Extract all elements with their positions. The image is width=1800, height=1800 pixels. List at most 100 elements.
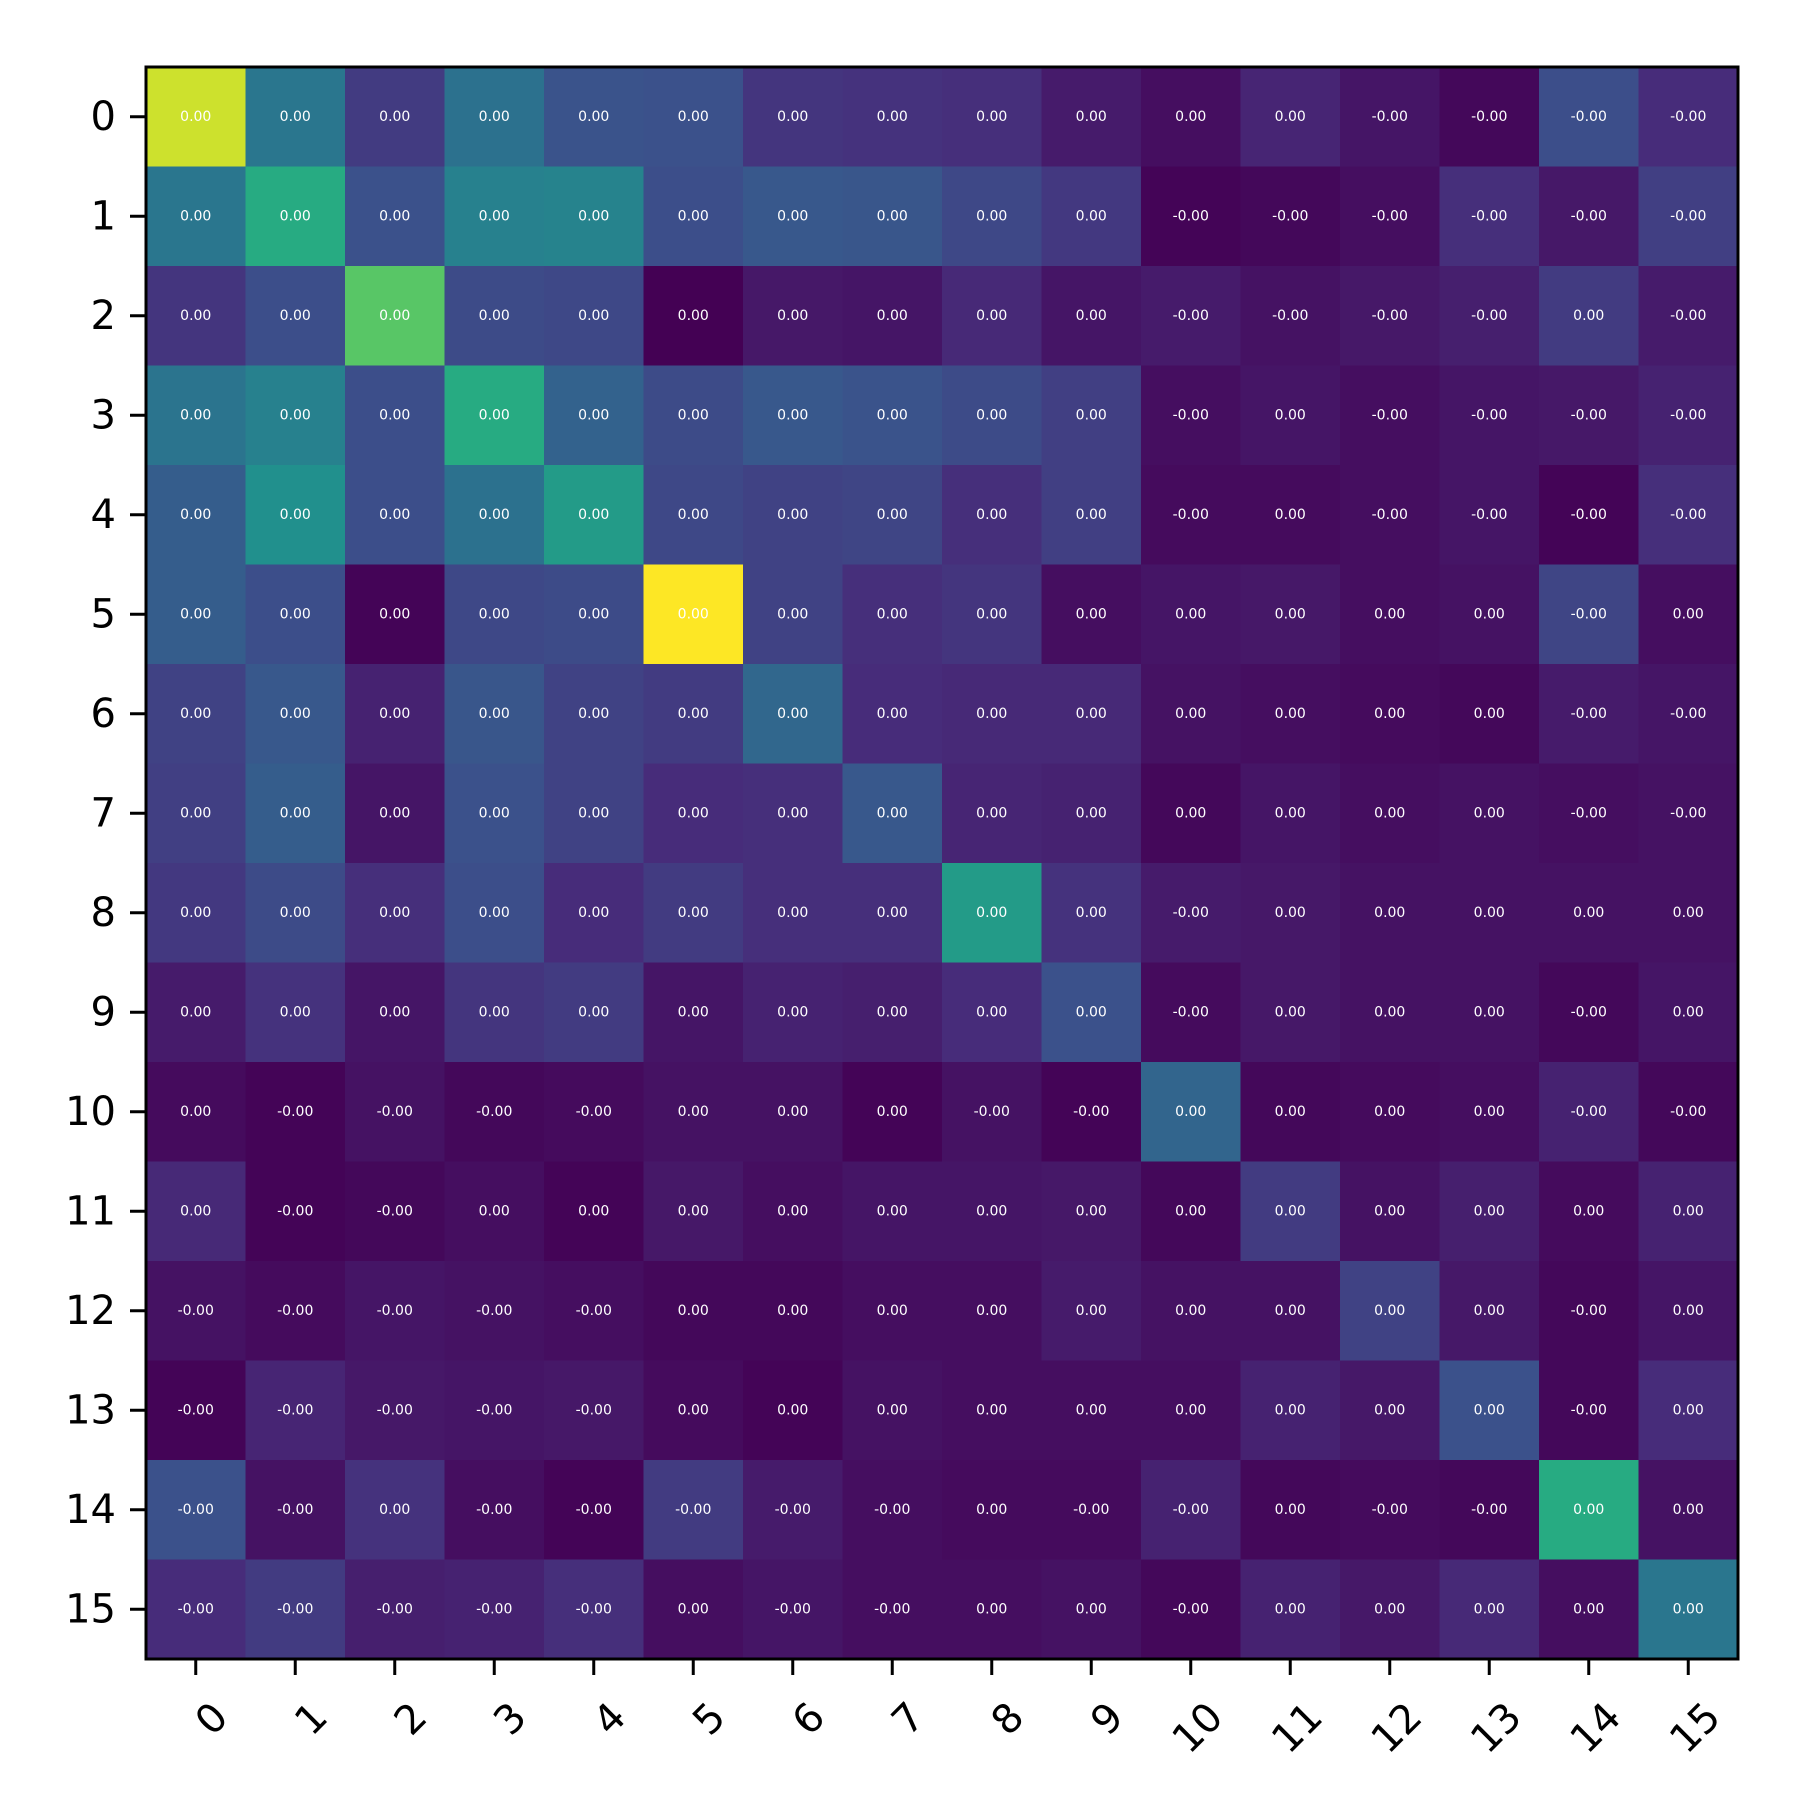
heatmap-cell-8-5	[643, 863, 744, 963]
cell-value-label-12-3: -0.00	[476, 1303, 512, 1319]
cell-value-label-5-15: 0.00	[1673, 606, 1704, 622]
cell-value-label-0-13: -0.00	[1471, 109, 1507, 125]
heatmap-cell-1-4	[544, 166, 644, 267]
heatmap-cell-12-2	[345, 1261, 445, 1361]
heatmap-cell-14-7	[842, 1460, 943, 1560]
cell-value-label-1-0: 0.00	[180, 208, 211, 224]
y-tick-label-3: 3	[91, 392, 116, 438]
cell-value-label-4-7: 0.00	[877, 507, 908, 523]
heatmap-cell-13-10	[1141, 1360, 1241, 1461]
heatmap-cell-1-14	[1539, 166, 1639, 267]
cell-value-label-13-5: 0.00	[678, 1402, 709, 1418]
cell-value-label-9-8: 0.00	[976, 1004, 1007, 1020]
cell-value-label-12-7: 0.00	[877, 1303, 908, 1319]
y-tick-label-11: 11	[65, 1188, 116, 1234]
cell-value-label-0-2: 0.00	[379, 109, 410, 125]
heatmap-cell-0-2	[345, 67, 445, 167]
heatmap-cell-9-12	[1340, 962, 1440, 1063]
cell-value-label-6-5: 0.00	[678, 706, 709, 722]
heatmap-cell-3-11	[1240, 365, 1341, 466]
cell-value-label-14-3: -0.00	[476, 1502, 512, 1518]
heatmap-cell-3-5	[643, 365, 744, 466]
heatmap-cell-8-9	[1041, 863, 1142, 963]
heatmap-cell-5-4	[544, 564, 644, 665]
cell-value-label-13-0: -0.00	[178, 1402, 214, 1418]
heatmap-cell-3-4	[544, 365, 644, 466]
cell-value-label-6-9: 0.00	[1076, 706, 1107, 722]
cell-value-label-10-13: 0.00	[1474, 1104, 1505, 1120]
heatmap-cell-1-11	[1240, 166, 1341, 267]
heatmap-cell-14-14	[1539, 1460, 1639, 1560]
cell-value-label-1-14: -0.00	[1571, 208, 1607, 224]
cell-value-label-11-8: 0.00	[976, 1203, 1007, 1219]
cell-value-label-14-8: 0.00	[976, 1502, 1007, 1518]
cell-value-label-9-15: 0.00	[1673, 1004, 1704, 1020]
cell-value-label-13-12: 0.00	[1374, 1402, 1405, 1418]
cell-value-label-3-7: 0.00	[877, 407, 908, 423]
cell-value-label-0-6: 0.00	[777, 109, 808, 125]
heatmap-cell-12-7	[842, 1261, 943, 1361]
heatmap-cell-5-2	[345, 564, 445, 665]
heatmap-cell-4-1	[245, 465, 346, 565]
cell-value-label-0-4: 0.00	[578, 109, 609, 125]
heatmap-cell-15-15	[1638, 1559, 1739, 1660]
heatmap-cell-8-8	[942, 863, 1042, 963]
y-tick-label-1: 1	[91, 193, 116, 239]
cell-value-label-1-13: -0.00	[1471, 208, 1507, 224]
heatmap-cell-9-6	[743, 962, 843, 1063]
cell-value-label-10-12: 0.00	[1374, 1104, 1405, 1120]
cell-value-label-7-12: 0.00	[1374, 805, 1405, 821]
heatmap-cell-13-0	[146, 1360, 246, 1461]
heatmap-cell-5-10	[1141, 564, 1241, 665]
heatmap-cell-11-6	[743, 1161, 843, 1262]
cell-value-label-7-8: 0.00	[976, 805, 1007, 821]
cell-value-label-7-3: 0.00	[479, 805, 510, 821]
cell-value-label-7-10: 0.00	[1175, 805, 1206, 821]
heatmap-cell-2-4	[544, 266, 644, 366]
cell-value-label-3-12: -0.00	[1372, 407, 1408, 423]
heatmap-cell-9-5	[643, 962, 744, 1063]
heatmap-cell-13-3	[444, 1360, 545, 1461]
heatmap-cell-4-12	[1340, 465, 1440, 565]
cell-value-label-15-4: -0.00	[576, 1601, 612, 1617]
heatmap-cell-10-13	[1439, 1062, 1540, 1162]
cell-value-label-11-15: 0.00	[1673, 1203, 1704, 1219]
heatmap-cell-6-1	[245, 664, 346, 764]
heatmap-cell-1-13	[1439, 166, 1540, 267]
heatmap-cell-13-2	[345, 1360, 445, 1461]
cell-value-label-12-12: 0.00	[1374, 1303, 1405, 1319]
heatmap-cell-0-1	[245, 67, 346, 167]
cell-value-label-2-7: 0.00	[877, 308, 908, 324]
heatmap-cell-13-13	[1439, 1360, 1540, 1461]
heatmap-cell-5-7	[842, 564, 943, 665]
cell-value-label-2-3: 0.00	[479, 308, 510, 324]
cell-value-label-12-6: 0.00	[777, 1303, 808, 1319]
cell-value-label-2-2: 0.00	[379, 308, 410, 324]
heatmap-cells	[146, 67, 1739, 1660]
cell-value-label-15-1: -0.00	[277, 1601, 313, 1617]
y-tick-label-10: 10	[65, 1089, 116, 1135]
heatmap-cell-10-14	[1539, 1062, 1639, 1162]
cell-value-label-11-2: -0.00	[377, 1203, 413, 1219]
cell-value-label-7-1: 0.00	[280, 805, 311, 821]
cell-value-label-1-2: 0.00	[379, 208, 410, 224]
cell-value-label-7-7: 0.00	[877, 805, 908, 821]
cell-value-label-9-2: 0.00	[379, 1004, 410, 1020]
heatmap-cell-3-10	[1141, 365, 1241, 466]
heatmap-cell-14-6	[743, 1460, 843, 1560]
heatmap-cell-12-3	[444, 1261, 545, 1361]
cell-value-label-5-6: 0.00	[777, 606, 808, 622]
cell-value-label-13-3: -0.00	[476, 1402, 512, 1418]
cell-value-label-3-8: 0.00	[976, 407, 1007, 423]
heatmap-cell-2-5	[643, 266, 744, 366]
cell-value-label-5-11: 0.00	[1275, 606, 1306, 622]
cell-value-label-0-12: -0.00	[1372, 109, 1408, 125]
cell-value-label-10-0: 0.00	[180, 1104, 211, 1120]
heatmap-cell-10-11	[1240, 1062, 1341, 1162]
heatmap-cell-8-12	[1340, 863, 1440, 963]
heatmap-cell-9-4	[544, 962, 644, 1063]
heatmap-cell-5-1	[245, 564, 346, 665]
heatmap-cell-15-13	[1439, 1559, 1540, 1660]
heatmap-cell-4-14	[1539, 465, 1639, 565]
